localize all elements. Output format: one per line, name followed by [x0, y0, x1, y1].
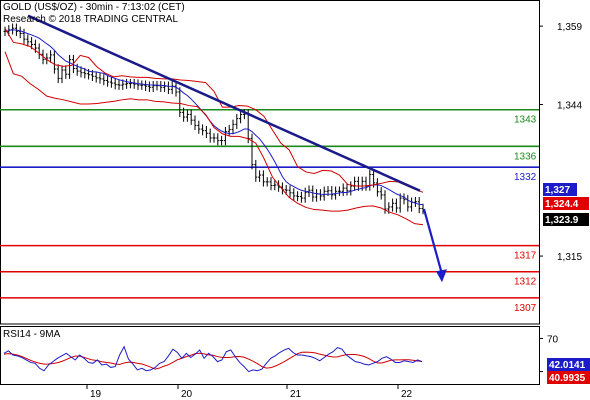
moving-average-line: [4, 29, 424, 205]
chart-title: GOLD (US$/OZ) - 30min - 7:13:02 (CET): [3, 2, 185, 13]
rsi-tick-label: 70: [547, 334, 559, 345]
projection-arrowhead: [436, 269, 447, 283]
trendline: [27, 14, 421, 192]
level-label: 1332: [514, 172, 537, 183]
upper-band-line: [4, 27, 424, 193]
rsi-plot-frame: [0, 326, 540, 385]
date-tick-label: 21: [290, 389, 302, 400]
price-badge-bg: [543, 183, 577, 196]
price-badge-bg: [543, 197, 589, 210]
lower-band-line: [4, 51, 424, 226]
level-label: 1317: [514, 251, 537, 262]
price-tick-label: 1,359: [557, 22, 582, 33]
level-label: 1312: [514, 277, 537, 288]
rsi-ma-line: [3, 351, 423, 370]
chart-copyright: Research © 2018 TRADING CENTRAL: [3, 14, 179, 25]
level-label: 1336: [514, 151, 537, 162]
rsi-badge: 40.9935: [549, 373, 586, 384]
date-tick-label: 20: [181, 389, 193, 400]
level-label: 1343: [514, 115, 537, 126]
rsi-badge: 42.0141: [549, 360, 586, 371]
price-badge: 1,323.9: [545, 215, 579, 226]
projection-arrow-line: [422, 208, 444, 275]
price-tick-label: 1,344: [557, 101, 582, 112]
rsi-label: RSI14 - 9MA: [3, 329, 61, 340]
date-tick-label: 22: [401, 389, 413, 400]
price-tick-label: 1,315: [557, 252, 582, 263]
level-label: 1307: [514, 303, 537, 314]
date-tick-label: 19: [90, 389, 102, 400]
main-plot-frame: [0, 0, 540, 325]
rsi-badge-bg: [547, 371, 590, 384]
price-badge: 1,327: [545, 185, 570, 196]
price-badge-bg: [543, 213, 589, 226]
rsi-badge-bg: [547, 358, 590, 371]
price-badge: 1,324.4: [545, 199, 579, 210]
rsi-line: [3, 345, 423, 373]
